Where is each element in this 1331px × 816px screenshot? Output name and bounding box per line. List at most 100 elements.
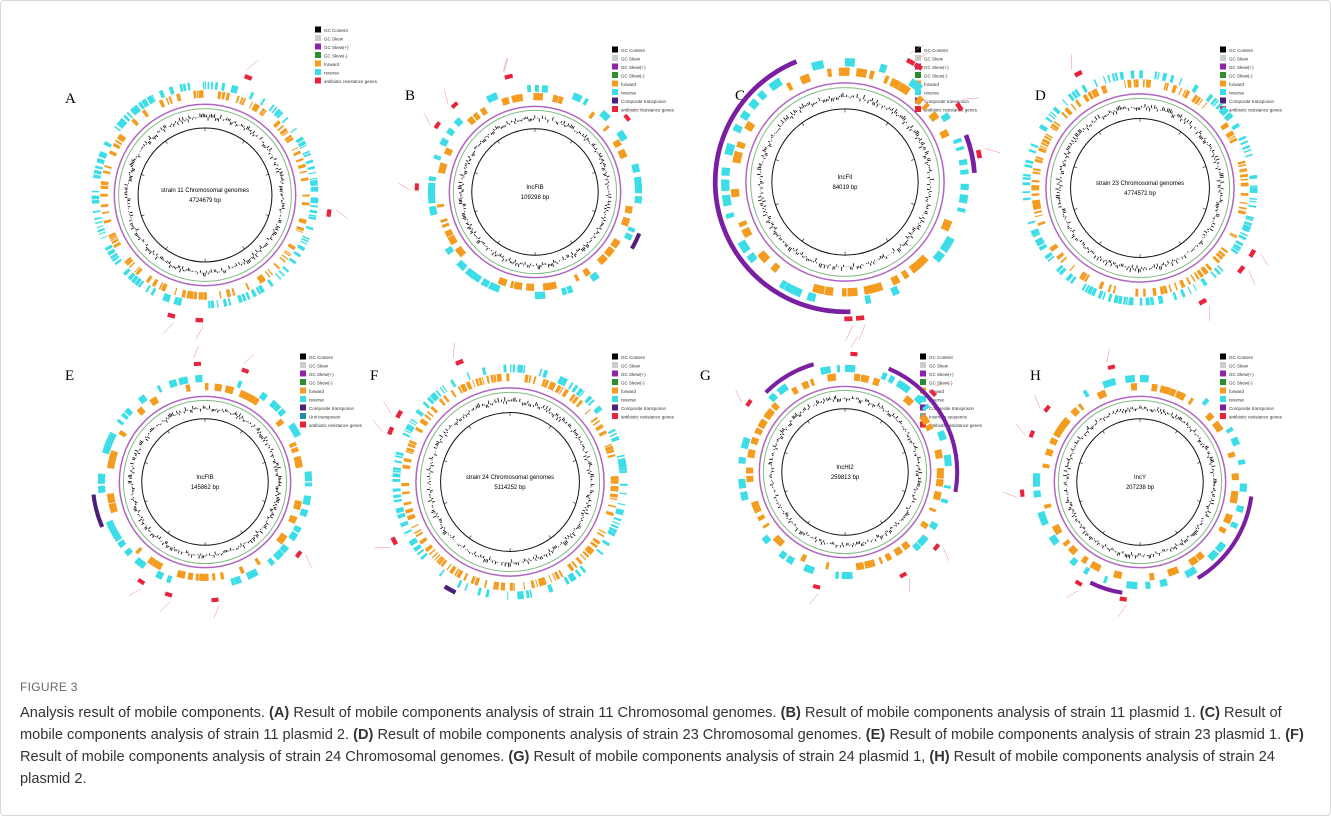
gene-segment (1179, 280, 1186, 289)
label-leader (196, 327, 203, 340)
gene-segment (212, 573, 216, 580)
legend-swatch (315, 52, 321, 58)
gene-segment (245, 283, 250, 291)
gene-segment (820, 366, 831, 375)
legend-label: GC Skew (621, 57, 641, 62)
gene-segment (747, 449, 756, 458)
gene-segment (527, 85, 531, 92)
gene-segment (529, 590, 532, 598)
transposon (91, 494, 104, 527)
gene-segment (221, 92, 225, 100)
gene-segment (131, 118, 139, 126)
gene-segment (298, 164, 306, 169)
legend-label: reverse (621, 398, 637, 403)
gene-segment (1154, 71, 1157, 79)
gene-segment (543, 282, 553, 290)
resistance-gene (434, 121, 441, 129)
legend-label: antibiotic resistance genes (621, 415, 675, 420)
gene-segment (762, 522, 769, 528)
legend-swatch (920, 362, 926, 368)
gene-segment (523, 365, 525, 373)
gene-segment (486, 376, 490, 384)
legend-swatch (315, 61, 321, 67)
legend-swatch (612, 72, 618, 78)
gene-segment (1202, 398, 1210, 406)
scale-tick (262, 501, 265, 502)
backbone (772, 109, 918, 255)
scale-tick (475, 211, 478, 212)
scale-tick (475, 173, 478, 174)
ring (114, 104, 295, 285)
label-leader (851, 336, 858, 348)
gene-segment (526, 283, 534, 291)
gene-segment (249, 101, 253, 108)
legend-label: antibiotic resistance genes (621, 108, 675, 113)
scale-tick (808, 521, 810, 523)
gene-segment (835, 572, 839, 579)
legend-label: GC Skew(+) (1229, 65, 1254, 70)
gene-segment (309, 210, 317, 214)
gene-segment (393, 473, 401, 477)
gene-segment (497, 277, 507, 286)
gene-segment (1108, 294, 1113, 302)
legend-label: reverse (1229, 91, 1245, 96)
gene-segment (442, 223, 450, 228)
legend-label: GC Content (621, 355, 646, 360)
scale-tick (444, 461, 447, 462)
legend-swatch (315, 44, 321, 50)
scale-tick (573, 460, 576, 461)
gene-segment (627, 226, 635, 232)
resistance-gene (850, 352, 857, 357)
gene-segment (150, 288, 156, 296)
gene-segment (93, 174, 101, 179)
legend-swatch (1220, 55, 1226, 61)
label-leader (846, 326, 853, 340)
gene-segment (1231, 123, 1240, 130)
gene-segment (510, 364, 511, 372)
gene-segment (608, 429, 616, 435)
gene-segment (611, 480, 619, 484)
gene-segment (159, 90, 165, 98)
gene-segment (307, 166, 315, 170)
gene-segment (1238, 161, 1246, 165)
scale-tick (911, 159, 914, 160)
legend-swatch (1220, 379, 1226, 385)
gene-segment (1230, 436, 1240, 446)
gene-segment (936, 479, 944, 487)
gene-segment (221, 83, 225, 91)
figure-label: FIGURE 3 (20, 680, 1315, 694)
legend-label: GC Skew (924, 57, 944, 62)
gene-segment (856, 68, 867, 78)
gene-segment (738, 220, 747, 227)
gene-segment (599, 529, 607, 534)
gene-segment (1238, 164, 1246, 167)
replicon-size: 109298 bp (521, 195, 550, 201)
gene-segment (394, 460, 402, 463)
legend-label: GC Skew(+) (924, 65, 949, 70)
gene-segment (884, 553, 892, 562)
gene-segment (575, 557, 582, 565)
gene-segment (800, 554, 807, 562)
gene-segment (217, 91, 221, 99)
resistance-gene (1237, 265, 1245, 274)
gene-segment (100, 236, 107, 240)
replicon-size: 84019 bp (832, 185, 858, 191)
caption-tag: (B) (781, 705, 801, 721)
gene-segment (597, 532, 605, 537)
scale-tick (469, 536, 471, 539)
gene-segment (519, 365, 523, 373)
scale-tick (469, 426, 471, 429)
gene-segment (738, 457, 746, 464)
legend-label: antibiotic resistance genes (929, 423, 983, 428)
gene-segment (810, 378, 816, 386)
scale-tick (1099, 132, 1101, 135)
panel-letter: E (65, 368, 74, 384)
gc-content (757, 93, 934, 271)
panel-letter: H (1030, 368, 1041, 384)
caption-item: Result of mobile components analysis of … (805, 705, 1196, 721)
legend-swatch (1220, 98, 1226, 104)
gene-segment (1107, 75, 1111, 83)
gene-segment (1098, 290, 1104, 298)
gene-segment (174, 288, 177, 296)
gene-segment (609, 498, 617, 501)
